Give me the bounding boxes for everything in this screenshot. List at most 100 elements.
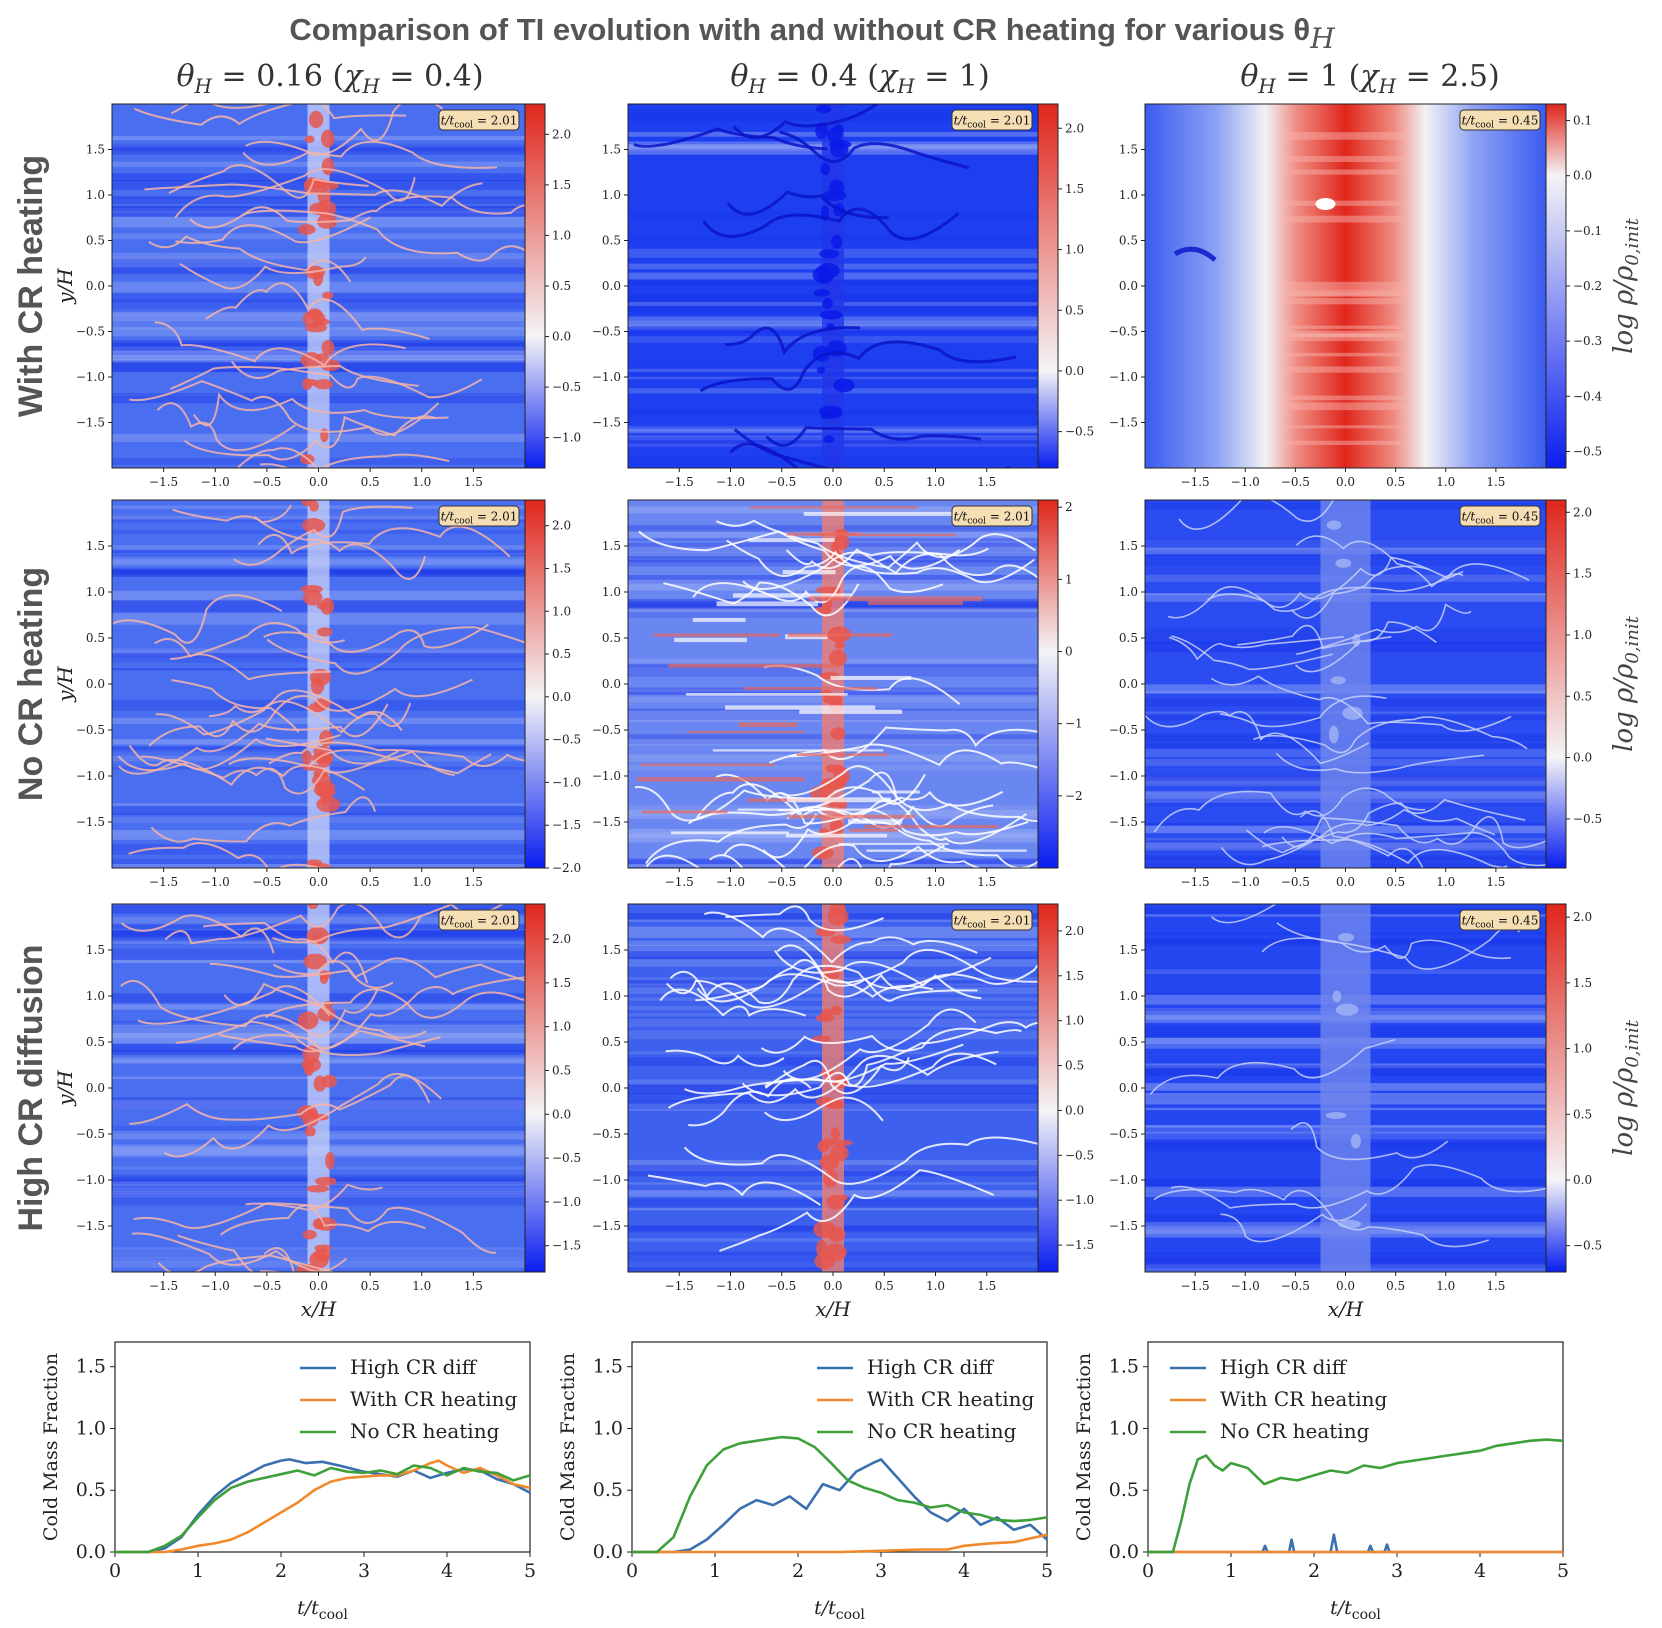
y-tick-label: 0.0	[86, 1081, 105, 1095]
colorbar-tick-label: −0.2	[1573, 279, 1602, 293]
colorbar-tick-label: 0.5	[1573, 1107, 1592, 1121]
x-tick-label: 0.0	[823, 875, 842, 889]
y-tick-label: −1.5	[592, 1219, 621, 1233]
heatmap-panel: t/tcool = 0.45 −0.5 −0.4 −0.3 −0.2 −0.1 0.0 0.1…	[1109, 103, 1643, 489]
heatmap-panel: t/tcool = 0.45 −0.5 0.0 0.5 1.0 1.5 2.0 −1.5 −1.…	[1109, 499, 1643, 889]
x-tick-label: 1.5	[464, 1279, 483, 1293]
y-tick-label: −1.0	[76, 370, 105, 384]
y-tick-label: 0.5	[86, 234, 105, 248]
x-tick-label: 0.0	[309, 1279, 328, 1293]
y-tick-label: 0.5	[86, 631, 105, 645]
colorbar	[1545, 499, 1567, 869]
x-tick-label: −0.5	[1281, 475, 1310, 489]
y-tick-label: 1.0	[86, 188, 105, 202]
heatmap-field	[628, 904, 1038, 1272]
colorbar-tick-label: 0.5	[552, 279, 571, 293]
y-tick-label: −0.5	[1109, 1127, 1138, 1141]
y-tick-label: 1.0	[602, 188, 621, 202]
series-line-with-cr-heating	[115, 1459, 531, 1554]
x-tick-label: 2	[792, 1560, 804, 1582]
y-tick-label: 1.5	[1119, 143, 1138, 157]
heatmap-field	[1145, 904, 1546, 1272]
y-tick-label: −1.0	[1109, 1173, 1138, 1187]
x-tick-label: 4	[958, 1560, 970, 1582]
colorbar	[1037, 903, 1059, 1273]
row-label-1: With CR heating	[12, 155, 50, 417]
x-tick-label: 0.0	[1336, 875, 1355, 889]
x-tick-label: 0.5	[1386, 875, 1405, 889]
x-tick-label: −1.5	[665, 1279, 694, 1293]
colorbar	[524, 903, 546, 1273]
x-tick-label: 1.5	[977, 475, 996, 489]
colorbar-tick-label: 1.5	[1573, 567, 1592, 581]
x-tick-label: 1	[192, 1560, 204, 1582]
line-chart-2: 0 1 2 3 4 5 0.0 0.5 1.0 1.5 High CR diff With CR he…	[557, 1341, 1053, 1623]
legend-label: No CR heating	[1220, 1419, 1370, 1443]
colorbar-tick-label: −0.5	[1573, 444, 1602, 458]
legend-label: High CR diff	[867, 1355, 995, 1379]
x-tick-label: −1.0	[1231, 875, 1260, 889]
y-tick-label: 1.5	[593, 1356, 623, 1378]
x-tick-label: 0.5	[361, 475, 380, 489]
x-tick-label: 1.0	[926, 475, 945, 489]
legend-label: With CR heating	[350, 1387, 518, 1411]
x-tick-label: 0	[109, 1560, 121, 1582]
colorbar-tick-label: −0.5	[552, 1151, 581, 1165]
y-tick-label: −1.5	[1109, 815, 1138, 829]
y-tick-label: 1.5	[602, 143, 621, 157]
colorbar-tick-label: −2	[1065, 789, 1083, 803]
x-tick-label: 5	[1041, 1560, 1053, 1582]
y-tick-label: −1.5	[592, 815, 621, 829]
time-badge	[951, 909, 1033, 931]
y-tick-label: 0.5	[602, 1035, 621, 1049]
heatmap-field	[112, 104, 525, 468]
colorbar-tick-label: 2.0	[1573, 505, 1592, 519]
y-tick-label: 0.0	[1119, 279, 1138, 293]
colorbar-tick-label: 0.5	[1065, 1059, 1084, 1073]
x-tick-label: 4	[1474, 1560, 1486, 1582]
y-tick-label: 1.0	[593, 1417, 623, 1439]
line-chart-3: 0 1 2 3 4 5 0.0 0.5 1.0 1.5 High CR diff With CR he…	[1073, 1341, 1569, 1623]
colorbar-tick-label: 0.0	[552, 330, 571, 344]
time-badge	[951, 505, 1033, 527]
x-tick-label: 0.0	[309, 875, 328, 889]
y-axis-label: Cold Mass Fraction	[557, 1353, 579, 1541]
x-tick-label: −0.5	[767, 1279, 796, 1293]
x-tick-label: 1.0	[1436, 875, 1455, 889]
x-tick-label: 5	[1557, 1560, 1569, 1582]
colorbar-tick-label: 0	[1065, 645, 1073, 659]
y-tick-label: 1.0	[76, 1417, 106, 1439]
time-badge-label: t/tcool = 2.01	[441, 114, 518, 131]
x-axis-label: t/tcool	[814, 1597, 865, 1623]
colorbar-tick-label: 1.5	[552, 976, 571, 990]
colorbar-tick-label: −0.5	[1065, 425, 1094, 439]
colorbar-tick-label: 1.0	[552, 228, 571, 242]
y-axis-label: y/H	[53, 666, 77, 703]
y-tick-label: 0.0	[1119, 677, 1138, 691]
x-tick-label: −1.5	[149, 1279, 178, 1293]
colorbar-tick-label: 0.5	[1573, 689, 1592, 703]
y-tick-label: −0.5	[592, 1127, 621, 1141]
colorbar-tick-label: 0.5	[552, 1063, 571, 1077]
heatmap-field	[1145, 104, 1546, 468]
x-tick-label: 1.0	[1436, 475, 1455, 489]
y-tick-label: 0.0	[593, 1541, 623, 1563]
colorbar-tick-label: 1.0	[552, 604, 571, 618]
x-tick-label: −1.0	[201, 475, 230, 489]
x-tick-label: 0.0	[1336, 1279, 1355, 1293]
x-tick-label: 0.5	[1386, 475, 1405, 489]
y-tick-label: 1.5	[1119, 539, 1138, 553]
colorbar-tick-label: −1.0	[552, 431, 581, 445]
colorbar	[524, 103, 546, 469]
x-tick-label: −0.5	[252, 1279, 281, 1293]
y-tick-label: 0.0	[76, 1541, 106, 1563]
legend-label: High CR diff	[1220, 1355, 1348, 1379]
y-tick-label: −1.0	[1109, 370, 1138, 384]
colorbar	[1545, 103, 1567, 469]
y-tick-label: 1.5	[86, 143, 105, 157]
y-tick-label: 0.5	[602, 234, 621, 248]
colorbar-tick-label: 0.0	[1573, 751, 1592, 765]
colorbar-tick-label: 0.5	[552, 647, 571, 661]
x-tick-label: −1.0	[716, 1279, 745, 1293]
colorbar-tick-label: 2.0	[552, 519, 571, 533]
